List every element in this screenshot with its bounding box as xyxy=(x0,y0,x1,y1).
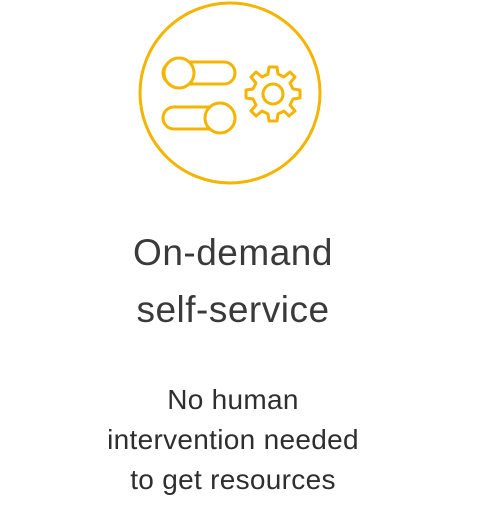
card-description-line: intervention needed xyxy=(107,424,359,455)
toggle-sliders-gear-icon xyxy=(138,1,322,185)
card-description-line: to get resources xyxy=(130,464,336,495)
card-title-line: self-service xyxy=(136,289,330,330)
card-title-line: On-demand xyxy=(133,232,333,273)
card-description-line: No human xyxy=(167,384,299,415)
self-service-icon xyxy=(133,0,327,188)
card-title: On-demand self-service xyxy=(0,224,466,338)
card-description: No human intervention needed to get reso… xyxy=(0,380,466,500)
